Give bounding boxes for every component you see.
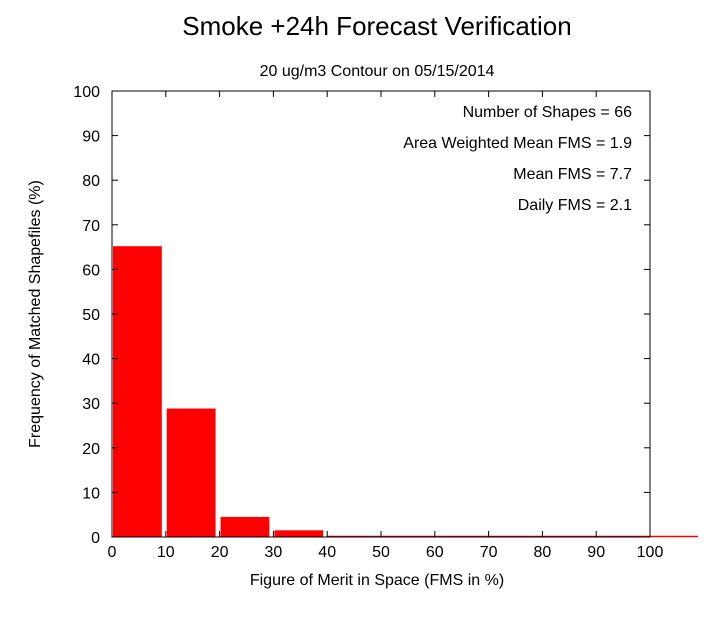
y-tick-label: 100 <box>73 84 100 101</box>
x-axis: 0 10 20 30 40 50 60 70 80 90 100 <box>108 91 664 561</box>
bars-group <box>113 246 324 537</box>
histogram-bar <box>113 246 162 537</box>
x-tick-label: 90 <box>587 544 605 561</box>
y-tick-label: 0 <box>91 530 100 547</box>
x-tick-label: 50 <box>372 544 390 561</box>
x-tick-label: 100 <box>637 544 664 561</box>
stat-annotation: Daily FMS = 2.1 <box>518 197 632 214</box>
histogram-bar <box>220 516 270 537</box>
x-tick-label: 80 <box>534 544 552 561</box>
chart-title: Smoke +24h Forecast Verification <box>182 11 571 41</box>
histogram-bar <box>166 408 216 537</box>
x-tick-label: 0 <box>108 544 117 561</box>
y-tick-label: 10 <box>82 485 100 502</box>
chart-subtitle: 20 ug/m3 Contour on 05/15/2014 <box>260 63 495 80</box>
y-tick-label: 50 <box>82 307 100 324</box>
x-tick-label: 60 <box>426 544 444 561</box>
y-axis-label: Frequency of Matched Shapefiles (%) <box>27 180 44 448</box>
histogram-bar <box>274 530 324 537</box>
stats-annotations: Number of Shapes = 66 Area Weighted Mean … <box>403 104 632 214</box>
stat-annotation: Area Weighted Mean FMS = 1.9 <box>403 135 632 152</box>
y-tick-label: 40 <box>82 352 100 369</box>
stat-annotation: Number of Shapes = 66 <box>463 104 633 121</box>
y-tick-label: 20 <box>82 441 100 458</box>
y-tick-label: 90 <box>82 129 100 146</box>
x-tick-label: 10 <box>157 544 175 561</box>
x-tick-label: 40 <box>318 544 336 561</box>
y-tick-label: 80 <box>82 173 100 190</box>
x-tick-label: 20 <box>211 544 229 561</box>
y-tick-label: 60 <box>82 262 100 279</box>
x-tick-label: 30 <box>265 544 283 561</box>
y-axis: 0 10 20 30 40 50 60 70 80 90 100 <box>73 84 650 547</box>
stat-annotation: Mean FMS = 7.7 <box>513 166 632 183</box>
y-tick-label: 70 <box>82 218 100 235</box>
x-tick-label: 70 <box>480 544 498 561</box>
x-axis-label: Figure of Merit in Space (FMS in %) <box>250 572 504 589</box>
y-tick-label: 30 <box>82 396 100 413</box>
